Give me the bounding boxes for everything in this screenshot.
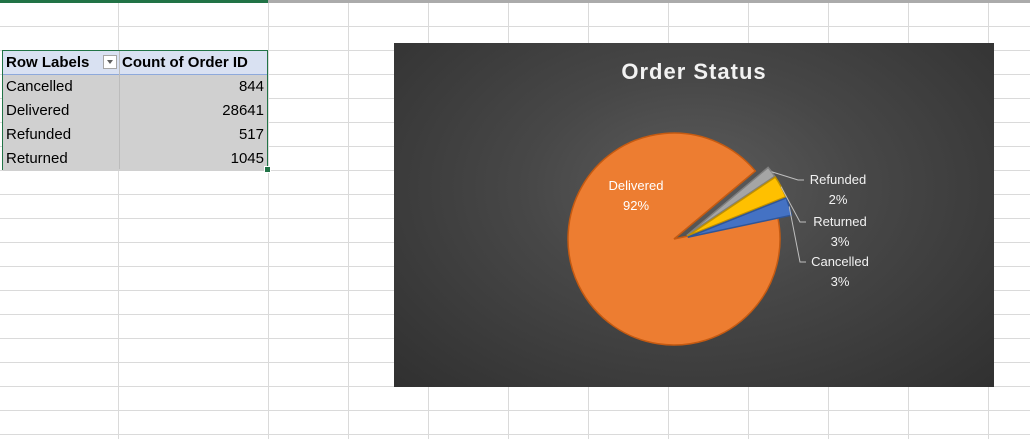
count-of-order-id-header[interactable]: Count of Order ID — [122, 54, 248, 71]
data-label-delivered-percent[interactable]: 92% — [623, 198, 649, 213]
pivot-row-cancelled[interactable]: Cancelled 844 — [3, 75, 267, 99]
row-label: Returned — [6, 150, 68, 167]
data-label-delivered-name[interactable]: Delivered — [609, 178, 664, 193]
leader-line-returned — [780, 186, 806, 223]
pivot-row-returned[interactable]: Returned 1045 — [3, 147, 267, 171]
data-label-returned-name[interactable]: Returned — [813, 214, 866, 229]
row-label: Refunded — [6, 126, 72, 143]
pie-slice-delivered[interactable] — [567, 132, 781, 346]
chart-title[interactable]: Order Status — [621, 59, 766, 84]
row-value: 844 — [238, 78, 264, 95]
data-label-refunded-percent[interactable]: 2% — [829, 192, 848, 207]
row-value: 1045 — [230, 150, 264, 167]
filter-dropdown-button[interactable] — [103, 55, 117, 69]
pivot-row-delivered[interactable]: Delivered 28641 — [3, 99, 267, 123]
row-label: Delivered — [6, 102, 70, 119]
selected-column-indicator — [0, 0, 268, 3]
row-value: 28641 — [222, 102, 264, 119]
leader-line-refunded — [771, 171, 804, 181]
row-value: 517 — [238, 126, 264, 143]
pie-chart[interactable]: Order Status Delivered 92% Refunded 2% Retur… — [394, 43, 994, 387]
data-label-returned-percent[interactable]: 3% — [831, 234, 850, 249]
data-label-refunded-name[interactable]: Refunded — [810, 172, 866, 187]
chart-canvas: Order Status Delivered 92% Refunded 2% Retur… — [567, 59, 869, 346]
row-label: Cancelled — [6, 78, 73, 95]
column-divider — [119, 51, 120, 169]
selection-fill-handle[interactable] — [264, 166, 271, 173]
pivot-table[interactable]: Row Labels Count of Order ID Cancelled 8… — [2, 50, 268, 171]
pivot-header-row: Row Labels Count of Order ID — [3, 51, 267, 75]
column-header-strip — [0, 0, 1030, 3]
pivot-row-refunded[interactable]: Refunded 517 — [3, 123, 267, 147]
data-label-cancelled-percent[interactable]: 3% — [831, 274, 850, 289]
data-label-cancelled-name[interactable]: Cancelled — [811, 254, 869, 269]
row-labels-header[interactable]: Row Labels — [6, 54, 90, 71]
leader-line-cancelled — [788, 206, 806, 263]
